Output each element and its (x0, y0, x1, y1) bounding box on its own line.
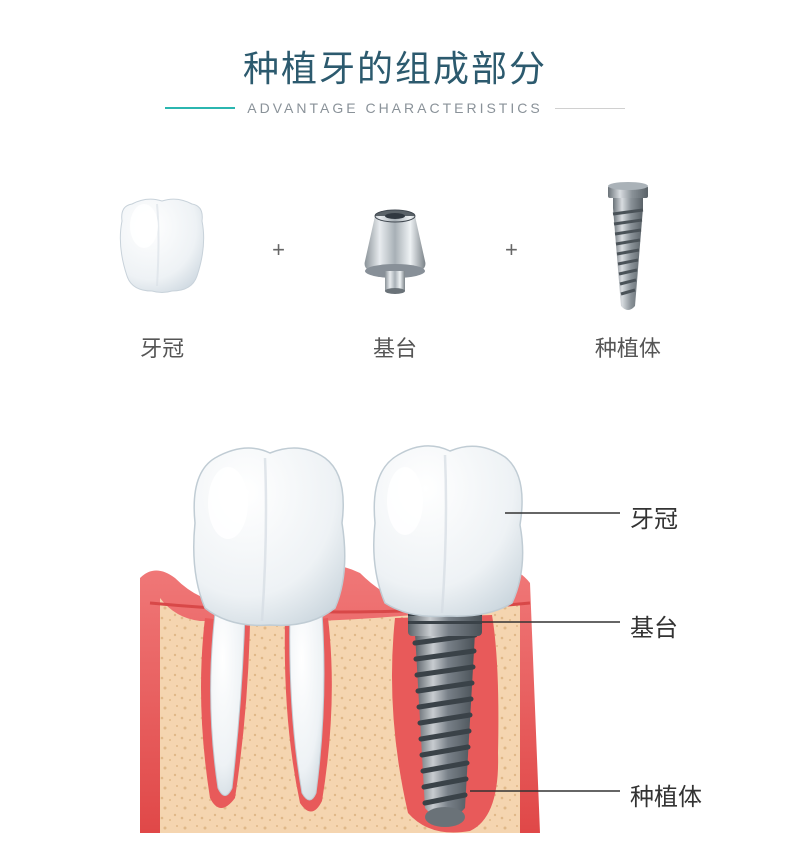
page-subtitle: ADVANTAGE CHARACTERISTICS (247, 100, 542, 116)
implant-label: 种植体 (595, 331, 661, 363)
implant-icon (593, 176, 663, 316)
callout-crown: 牙冠 (630, 499, 678, 534)
cross-section-diagram: 牙冠 基台 种植体 (0, 403, 790, 853)
abutment-label: 基台 (373, 331, 417, 363)
plus-1: + (272, 237, 285, 263)
crown-label: 牙冠 (140, 331, 184, 363)
line-right (555, 108, 625, 109)
accent-line-left (165, 107, 235, 109)
callout-implant: 种植体 (630, 777, 702, 812)
plus-2: + (505, 237, 518, 263)
abutment-icon (350, 176, 440, 316)
subtitle-row: ADVANTAGE CHARACTERISTICS (0, 100, 790, 116)
component-crown: 牙冠 (82, 176, 242, 363)
component-implant: 种植体 (548, 176, 708, 363)
callout-abutment: 基台 (630, 608, 678, 643)
component-abutment: 基台 (315, 176, 475, 363)
components-row: 牙冠 + (0, 176, 790, 363)
crown-icon (102, 176, 222, 316)
header: 种植牙的组成部分 ADVANTAGE CHARACTERISTICS (0, 0, 790, 116)
page-title: 种植牙的组成部分 (0, 40, 790, 92)
